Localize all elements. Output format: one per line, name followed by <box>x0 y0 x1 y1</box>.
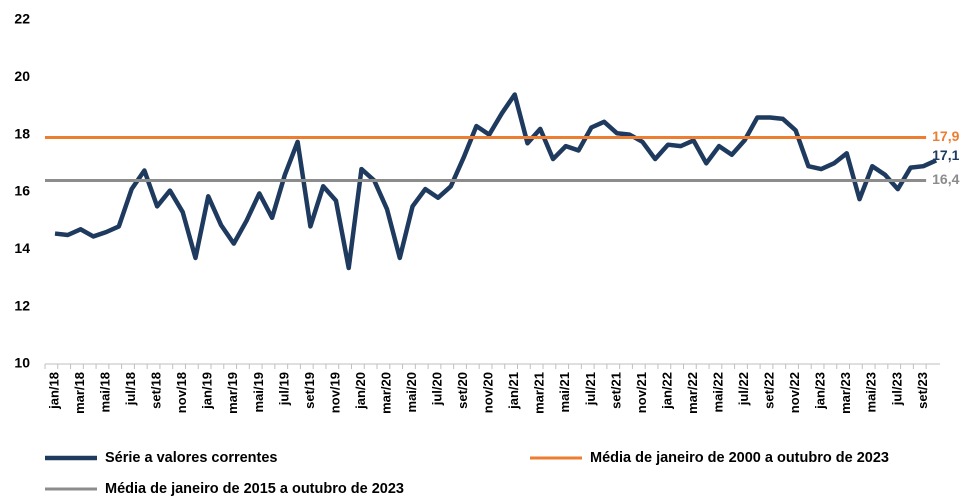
end-label: 17,1 <box>932 147 959 163</box>
x-tick-label: mar/18 <box>72 372 87 414</box>
x-tick-label: mar/22 <box>685 372 700 414</box>
x-tick-label: set/21 <box>608 372 623 409</box>
x-tick-label: mai/19 <box>251 372 266 412</box>
x-tick-label: set/18 <box>149 372 164 409</box>
x-tick-label: mai/20 <box>404 372 419 412</box>
x-tick-label: jan/18 <box>46 372 61 410</box>
x-tick-label: nov/19 <box>327 372 342 413</box>
x-tick-label: set/23 <box>915 372 930 409</box>
series-line <box>54 92 938 271</box>
x-tick-label: set/22 <box>762 372 777 409</box>
x-tick-label: mai/18 <box>98 372 113 412</box>
x-tick-label: set/19 <box>302 372 317 409</box>
y-tick-label: 10 <box>14 355 30 371</box>
x-tick-label: jul/23 <box>889 372 904 406</box>
x-tick-label: jul/21 <box>583 372 598 406</box>
x-tick-label: nov/22 <box>787 372 802 413</box>
x-tick-label: mar/20 <box>378 372 393 414</box>
legend-label: Média de janeiro de 2000 a outubro de 20… <box>590 450 889 466</box>
x-tick-label: jan/23 <box>813 372 828 410</box>
end-label: 16,4 <box>932 171 959 187</box>
x-tick-label: jul/22 <box>736 372 751 406</box>
x-tick-label: nov/18 <box>174 372 189 413</box>
x-tick-label: set/20 <box>455 372 470 409</box>
end-label: 17,9 <box>932 128 959 144</box>
x-tick-label: jul/19 <box>276 372 291 406</box>
legend-label: Série a valores correntes <box>105 450 278 466</box>
y-tick-label: 12 <box>14 297 30 313</box>
x-tick-label: jan/19 <box>200 372 215 410</box>
legend-label: Média de janeiro de 2015 a outubro de 20… <box>105 481 404 497</box>
x-tick-label: mar/23 <box>838 372 853 414</box>
x-tick-label: jul/20 <box>430 372 445 406</box>
x-tick-label: mar/21 <box>532 372 547 414</box>
y-tick-label: 20 <box>14 68 30 84</box>
x-tick-label: jan/21 <box>506 372 521 410</box>
y-tick-label: 14 <box>14 240 30 256</box>
y-tick-label: 16 <box>14 183 30 199</box>
y-tick-label: 22 <box>14 11 30 27</box>
x-tick-label: jan/20 <box>353 372 368 410</box>
x-tick-label: nov/20 <box>481 372 496 413</box>
y-tick-label: 18 <box>14 125 30 141</box>
x-tick-label: mai/21 <box>557 372 572 412</box>
x-tick-label: jan/22 <box>659 372 674 410</box>
x-tick-label: nov/21 <box>634 372 649 413</box>
x-tick-label: mai/23 <box>864 372 879 412</box>
x-tick-label: mar/19 <box>225 372 240 414</box>
x-tick-label: mai/22 <box>710 372 725 412</box>
x-tick-label: jul/18 <box>123 372 138 406</box>
